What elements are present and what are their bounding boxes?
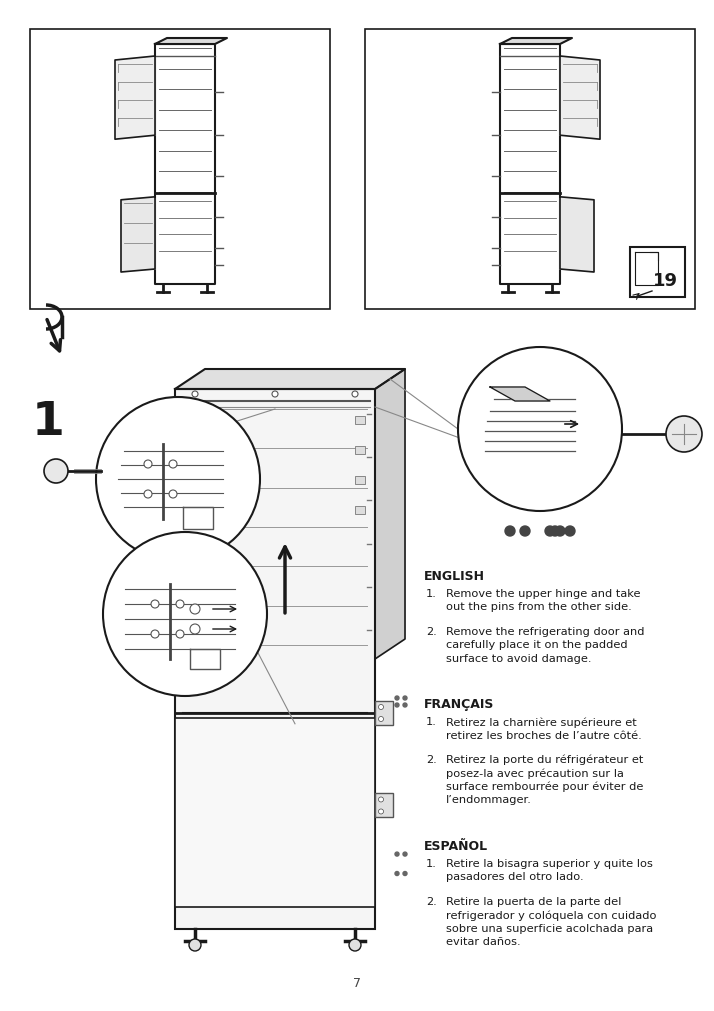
Circle shape [190, 605, 200, 615]
Circle shape [565, 527, 575, 537]
Circle shape [44, 460, 68, 483]
Circle shape [550, 527, 560, 537]
Text: 1.: 1. [426, 717, 437, 727]
Text: carefully place it on the padded: carefully place it on the padded [446, 640, 628, 649]
Text: refrigerador y colóquela con cuidado: refrigerador y colóquela con cuidado [446, 909, 656, 920]
Text: Retire la bisagra superior y quite los: Retire la bisagra superior y quite los [446, 858, 653, 868]
Circle shape [403, 697, 407, 701]
Text: retirez les broches de l’autre côté.: retirez les broches de l’autre côté. [446, 730, 642, 740]
Bar [355, 447, 365, 455]
Text: pasadores del otro lado.: pasadores del otro lado. [446, 871, 583, 882]
Circle shape [144, 490, 152, 498]
Circle shape [395, 871, 399, 876]
Circle shape [189, 939, 201, 951]
Circle shape [151, 631, 159, 638]
Bar [375, 794, 393, 818]
Circle shape [169, 461, 177, 468]
Bar [175, 718, 375, 908]
Polygon shape [155, 39, 227, 44]
Text: ESPAÑOL: ESPAÑOL [424, 839, 488, 852]
Text: posez-la avec précaution sur la: posez-la avec précaution sur la [446, 767, 624, 778]
Polygon shape [500, 39, 572, 44]
Polygon shape [115, 57, 155, 141]
Text: Retire la puerta de la parte del: Retire la puerta de la parte del [446, 896, 621, 906]
Bar [175, 389, 375, 929]
Text: 7: 7 [353, 976, 361, 989]
Text: 2.: 2. [426, 754, 437, 764]
Circle shape [395, 697, 399, 701]
Text: surface to avoid damage.: surface to avoid damage. [446, 653, 591, 663]
Circle shape [176, 631, 184, 638]
Circle shape [545, 527, 555, 537]
Polygon shape [375, 370, 405, 659]
Polygon shape [121, 197, 155, 273]
Polygon shape [490, 387, 550, 401]
Text: surface rembourrée pour éviter de: surface rembourrée pour éviter de [446, 782, 643, 792]
Circle shape [458, 348, 622, 512]
Circle shape [176, 601, 184, 609]
Text: l’endommager.: l’endommager. [446, 795, 532, 805]
Circle shape [190, 625, 200, 634]
Circle shape [403, 704, 407, 708]
Text: out the pins from the other side.: out the pins from the other side. [446, 602, 632, 612]
Text: ENGLISH: ENGLISH [424, 569, 485, 582]
Circle shape [378, 809, 383, 814]
Circle shape [555, 527, 565, 537]
Polygon shape [560, 197, 594, 273]
Circle shape [520, 527, 530, 537]
Bar [355, 507, 365, 515]
Text: Retirez la porte du réfrigérateur et: Retirez la porte du réfrigérateur et [446, 754, 643, 764]
Circle shape [352, 391, 358, 397]
Bar [30, 30, 330, 309]
Circle shape [151, 601, 159, 609]
Bar [365, 30, 695, 309]
Circle shape [272, 391, 278, 397]
Bar [630, 248, 685, 297]
Bar [375, 702, 393, 725]
Text: Remove the upper hinge and take: Remove the upper hinge and take [446, 588, 640, 599]
Text: 2.: 2. [426, 896, 437, 906]
Text: FRANÇAIS: FRANÇAIS [424, 698, 494, 711]
Circle shape [169, 490, 177, 498]
Circle shape [403, 852, 407, 856]
Text: evitar daños.: evitar daños. [446, 936, 521, 946]
Circle shape [349, 939, 361, 951]
Text: 19: 19 [653, 271, 678, 289]
Circle shape [395, 852, 399, 856]
Text: 2.: 2. [426, 626, 437, 636]
Text: 1.: 1. [426, 588, 437, 599]
Text: Retirez la charnière supérieure et: Retirez la charnière supérieure et [446, 717, 637, 727]
Text: sobre una superficie acolchada para: sobre una superficie acolchada para [446, 923, 653, 933]
Circle shape [192, 391, 198, 397]
Text: 1.: 1. [426, 858, 437, 868]
Bar [355, 417, 365, 425]
Circle shape [96, 397, 260, 561]
Circle shape [395, 704, 399, 708]
Circle shape [403, 871, 407, 876]
Bar [355, 476, 365, 484]
Circle shape [666, 417, 702, 453]
Polygon shape [560, 57, 600, 141]
Text: 1: 1 [32, 399, 65, 445]
Text: Remove the refrigerating door and: Remove the refrigerating door and [446, 626, 645, 636]
Circle shape [378, 798, 383, 802]
Circle shape [505, 527, 515, 537]
Circle shape [378, 717, 383, 722]
Polygon shape [175, 370, 405, 389]
Circle shape [144, 461, 152, 468]
Circle shape [103, 533, 267, 697]
Circle shape [378, 705, 383, 710]
